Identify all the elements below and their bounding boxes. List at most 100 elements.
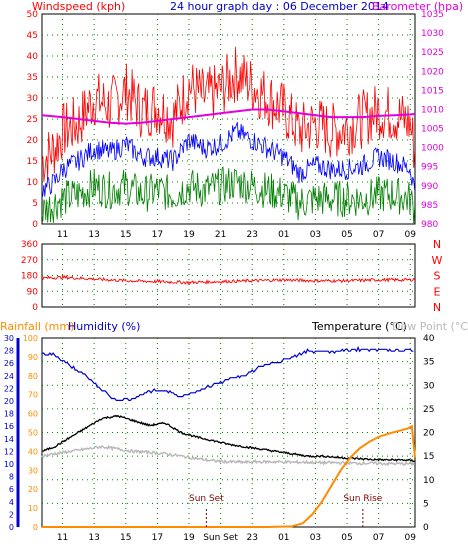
temp-x-tick-5: Sun Set — [203, 533, 238, 543]
humidity-y-tick-2: 20 — [28, 485, 38, 494]
sunrise-label: Sun Rise — [343, 494, 382, 504]
temp-x-tick-7: 01 — [278, 533, 289, 543]
compass-label-3: E — [434, 285, 441, 298]
compass-label-0: N — [433, 238, 441, 251]
wind-x-tick-10: 07 — [373, 230, 384, 240]
temp-x-tick-6: 23 — [246, 533, 257, 543]
wind-y-tick-4: 20 — [27, 136, 39, 146]
temp-y-tick-8: 40 — [423, 334, 435, 344]
temp-y-tick-7: 35 — [423, 358, 434, 368]
wind-y-tick-0: 0 — [32, 220, 38, 230]
wind-y-tick-10: 50 — [27, 10, 39, 20]
rain-y-tick-12: 24 — [4, 372, 14, 381]
humidity-y-tick-1: 10 — [28, 504, 38, 513]
rainfall-line — [42, 424, 416, 528]
wind-x-tick-6: 23 — [246, 230, 257, 240]
compass-label-1: W — [432, 254, 443, 267]
wind-x-tick-7: 01 — [278, 230, 289, 240]
baro-y-tick-6: 1010 — [421, 105, 444, 115]
wind-x-tick-2: 15 — [120, 230, 131, 240]
temp-y-tick-0: 0 — [423, 523, 429, 533]
baro-y-tick-0: 980 — [421, 220, 438, 230]
humidity-y-tick-0: 0 — [33, 523, 38, 532]
temp-x-tick-2: 15 — [120, 533, 131, 543]
wind-x-tick-11: 09 — [405, 230, 417, 240]
wind-direction-line — [41, 274, 416, 286]
wind-y-tick-2: 10 — [27, 178, 39, 188]
humidity-y-tick-3: 30 — [28, 466, 38, 475]
temp-x-tick-11: 09 — [405, 533, 417, 543]
direction-y-tick-2: 180 — [21, 272, 38, 282]
rain-y-tick-14: 28 — [4, 347, 14, 356]
temp-x-tick-0: 11 — [57, 533, 68, 543]
rainfall-axis-label: Rainfall (mm) — [0, 320, 74, 333]
humidity-y-tick-5: 50 — [28, 429, 38, 438]
baro-y-tick-10: 1030 — [421, 29, 444, 39]
windspeed-axis-label: Windspeed (kph) — [32, 0, 125, 13]
wind-x-tick-4: 19 — [183, 230, 195, 240]
wind-x-tick-9: 05 — [341, 230, 352, 240]
humidity-axis-label: Humidity (%) — [68, 320, 140, 333]
rain-y-tick-15: 30 — [4, 334, 14, 343]
temp-y-tick-2: 10 — [423, 476, 435, 486]
humidity-y-tick-9: 90 — [28, 353, 38, 362]
temp-x-tick-10: 07 — [373, 533, 384, 543]
temp-x-tick-4: 19 — [183, 533, 195, 543]
temp-x-tick-3: 17 — [152, 533, 163, 543]
humidity-line — [42, 345, 414, 401]
wind-y-tick-9: 45 — [27, 31, 38, 41]
chart-title: 24 hour graph day : 06 December 2014 — [170, 0, 389, 13]
humidity-y-tick-10: 100 — [23, 334, 38, 343]
wind-y-tick-6: 30 — [27, 94, 39, 104]
temp-x-tick-8: 03 — [310, 533, 321, 543]
direction-y-tick-1: 90 — [27, 287, 39, 297]
baro-y-tick-8: 1020 — [421, 67, 444, 77]
direction-y-tick-4: 360 — [21, 240, 38, 250]
wind-x-tick-1: 13 — [88, 230, 99, 240]
barometer-line — [41, 108, 416, 125]
humidity-y-tick-7: 70 — [28, 391, 38, 400]
wind-x-tick-5: 21 — [215, 230, 226, 240]
direction-y-tick-3: 270 — [21, 256, 38, 266]
rain-y-tick-11: 22 — [4, 384, 14, 393]
baro-y-tick-5: 1005 — [421, 125, 444, 135]
wind-y-tick-1: 5 — [32, 199, 38, 209]
rain-y-tick-4: 8 — [9, 473, 14, 482]
rain-y-tick-2: 4 — [9, 498, 14, 507]
temp-x-tick-1: 13 — [88, 533, 99, 543]
baro-y-tick-1: 985 — [421, 201, 438, 211]
wind-y-tick-5: 25 — [27, 115, 38, 125]
wind-x-tick-0: 11 — [57, 230, 68, 240]
direction-y-tick-0: 0 — [32, 303, 38, 313]
temperature-axis-label: Temperature (°C) — [311, 320, 407, 333]
wind-average-line — [41, 122, 416, 199]
rain-y-tick-6: 12 — [4, 447, 14, 456]
baro-y-tick-2: 990 — [421, 182, 438, 192]
temp-x-tick-9: 05 — [341, 533, 352, 543]
temp-y-tick-5: 25 — [423, 405, 434, 415]
wind-lull-line — [41, 166, 416, 225]
wind-y-tick-8: 40 — [27, 52, 39, 62]
wind-x-tick-3: 17 — [152, 230, 163, 240]
rain-y-tick-7: 14 — [4, 435, 14, 444]
temp-y-tick-1: 5 — [423, 499, 429, 509]
humidity-y-tick-4: 40 — [28, 447, 38, 456]
rain-y-tick-10: 20 — [4, 397, 14, 406]
wind-x-tick-8: 03 — [310, 230, 321, 240]
rain-y-tick-5: 10 — [4, 460, 14, 469]
barometer-axis-label: Barometer (hpa) — [372, 0, 463, 13]
rain-y-tick-0: 0 — [9, 523, 14, 532]
baro-y-tick-7: 1015 — [421, 86, 444, 96]
humidity-y-tick-8: 80 — [28, 372, 38, 381]
temp-y-tick-4: 20 — [423, 429, 435, 439]
humidity-y-tick-6: 60 — [28, 410, 38, 419]
compass-label-4: N — [433, 301, 441, 314]
baro-y-tick-9: 1025 — [421, 48, 444, 58]
temp-y-tick-6: 30 — [423, 381, 435, 391]
rain-y-tick-8: 16 — [4, 422, 14, 431]
rain-y-tick-9: 18 — [4, 410, 14, 419]
baro-y-tick-11: 1035 — [421, 10, 444, 20]
wind-y-tick-3: 15 — [27, 157, 38, 167]
rain-y-tick-3: 6 — [9, 485, 14, 494]
